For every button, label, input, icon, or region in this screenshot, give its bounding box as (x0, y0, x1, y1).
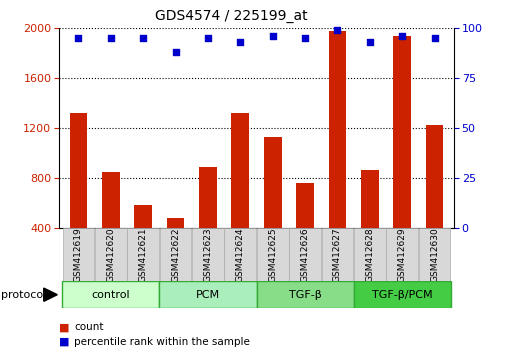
Bar (296, 183, 314, 278)
Text: ■: ■ (59, 322, 69, 332)
Bar (127, 228, 159, 281)
Bar (322, 228, 353, 281)
Bar (289, 228, 321, 281)
Bar (419, 228, 450, 281)
Text: GSM412626: GSM412626 (301, 228, 309, 282)
Point (301, 35, 309, 41)
Text: GSM412623: GSM412623 (204, 228, 212, 282)
Bar (231, 113, 249, 278)
Bar (199, 167, 217, 278)
Bar (353, 281, 451, 308)
Point (430, 35, 439, 41)
Bar (167, 218, 185, 278)
Bar (354, 228, 386, 281)
Point (398, 34, 406, 39)
Text: GSM412625: GSM412625 (268, 228, 277, 282)
Point (74, 35, 83, 41)
Bar (257, 228, 288, 281)
Bar (426, 125, 443, 278)
Text: GSM412620: GSM412620 (106, 228, 115, 282)
Text: GSM412627: GSM412627 (333, 228, 342, 282)
Bar (256, 281, 353, 308)
Bar (386, 228, 418, 281)
Bar (134, 205, 152, 278)
Point (171, 50, 180, 55)
Text: GSM412621: GSM412621 (139, 228, 148, 282)
Bar (63, 228, 94, 281)
Text: GSM412622: GSM412622 (171, 228, 180, 282)
Text: control: control (91, 290, 130, 300)
Text: TGF-β/PCM: TGF-β/PCM (372, 290, 432, 300)
Bar (160, 281, 256, 308)
Text: TGF-β: TGF-β (289, 290, 322, 300)
Point (236, 40, 244, 45)
Text: GSM412619: GSM412619 (74, 228, 83, 282)
Bar (361, 170, 379, 278)
Text: percentile rank within the sample: percentile rank within the sample (74, 337, 250, 347)
Text: PCM: PCM (196, 290, 220, 300)
Bar (70, 113, 87, 278)
Text: protocol: protocol (1, 290, 46, 299)
Text: GSM412624: GSM412624 (236, 228, 245, 282)
Text: ■: ■ (59, 337, 69, 347)
Text: GDS4574 / 225199_at: GDS4574 / 225199_at (154, 9, 307, 23)
Bar (160, 228, 191, 281)
Text: GSM412628: GSM412628 (365, 228, 374, 282)
Point (204, 35, 212, 41)
Point (333, 28, 342, 33)
Text: count: count (74, 322, 104, 332)
Bar (264, 137, 282, 278)
Point (269, 34, 277, 39)
Text: GSM412629: GSM412629 (398, 228, 407, 282)
Bar (328, 31, 346, 278)
Bar (393, 36, 411, 278)
Polygon shape (44, 288, 57, 301)
Text: GSM412630: GSM412630 (430, 228, 439, 282)
Bar (225, 228, 256, 281)
Point (107, 35, 115, 41)
Bar (102, 172, 120, 278)
Point (366, 40, 374, 45)
Bar (62, 281, 160, 308)
Bar (95, 228, 127, 281)
Point (139, 35, 147, 41)
Bar (192, 228, 224, 281)
